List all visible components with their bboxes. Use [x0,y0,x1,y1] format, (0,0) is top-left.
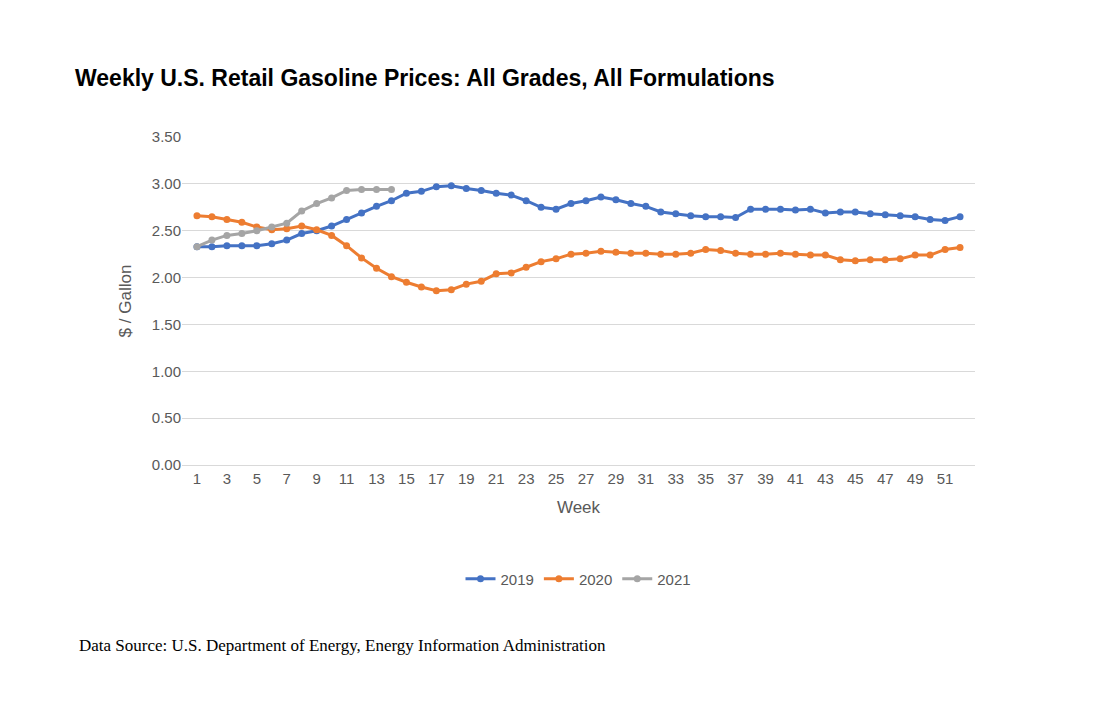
svg-text:1.50: 1.50 [152,316,181,333]
svg-text:25: 25 [548,470,565,487]
svg-text:19: 19 [458,470,475,487]
svg-text:29: 29 [608,470,625,487]
svg-text:2020: 2020 [579,571,612,588]
svg-text:15: 15 [398,470,415,487]
svg-text:3.50: 3.50 [152,128,181,145]
svg-text:35: 35 [697,470,714,487]
svg-text:3: 3 [223,470,231,487]
svg-text:51: 51 [937,470,954,487]
svg-text:49: 49 [907,470,924,487]
svg-text:27: 27 [578,470,595,487]
svg-text:5: 5 [253,470,261,487]
svg-text:7: 7 [283,470,291,487]
svg-text:Week: Week [557,498,601,517]
svg-text:47: 47 [877,470,894,487]
svg-text:0.50: 0.50 [152,409,181,426]
svg-text:9: 9 [312,470,320,487]
svg-text:3.00: 3.00 [152,175,181,192]
svg-text:Data Source: U.S. Department o: Data Source: U.S. Department of Energy, … [79,636,606,655]
svg-text:33: 33 [667,470,684,487]
svg-text:0.00: 0.00 [152,456,181,473]
svg-text:21: 21 [488,470,505,487]
svg-text:2019: 2019 [501,571,534,588]
svg-text:2.00: 2.00 [152,269,181,286]
svg-text:41: 41 [787,470,804,487]
svg-text:13: 13 [368,470,385,487]
svg-text:23: 23 [518,470,535,487]
svg-text:45: 45 [847,470,864,487]
svg-text:2021: 2021 [657,571,690,588]
svg-text:17: 17 [428,470,445,487]
svg-text:2.50: 2.50 [152,222,181,239]
svg-text:$ / Gallon: $ / Gallon [116,265,135,338]
svg-text:1: 1 [193,470,201,487]
svg-text:31: 31 [637,470,654,487]
svg-text:Weekly U.S. Retail Gasoline Pr: Weekly U.S. Retail Gasoline Prices: All … [75,65,775,91]
svg-text:11: 11 [339,470,355,487]
svg-text:1.00: 1.00 [152,363,181,380]
svg-text:37: 37 [727,470,744,487]
svg-text:39: 39 [757,470,774,487]
svg-text:43: 43 [817,470,834,487]
